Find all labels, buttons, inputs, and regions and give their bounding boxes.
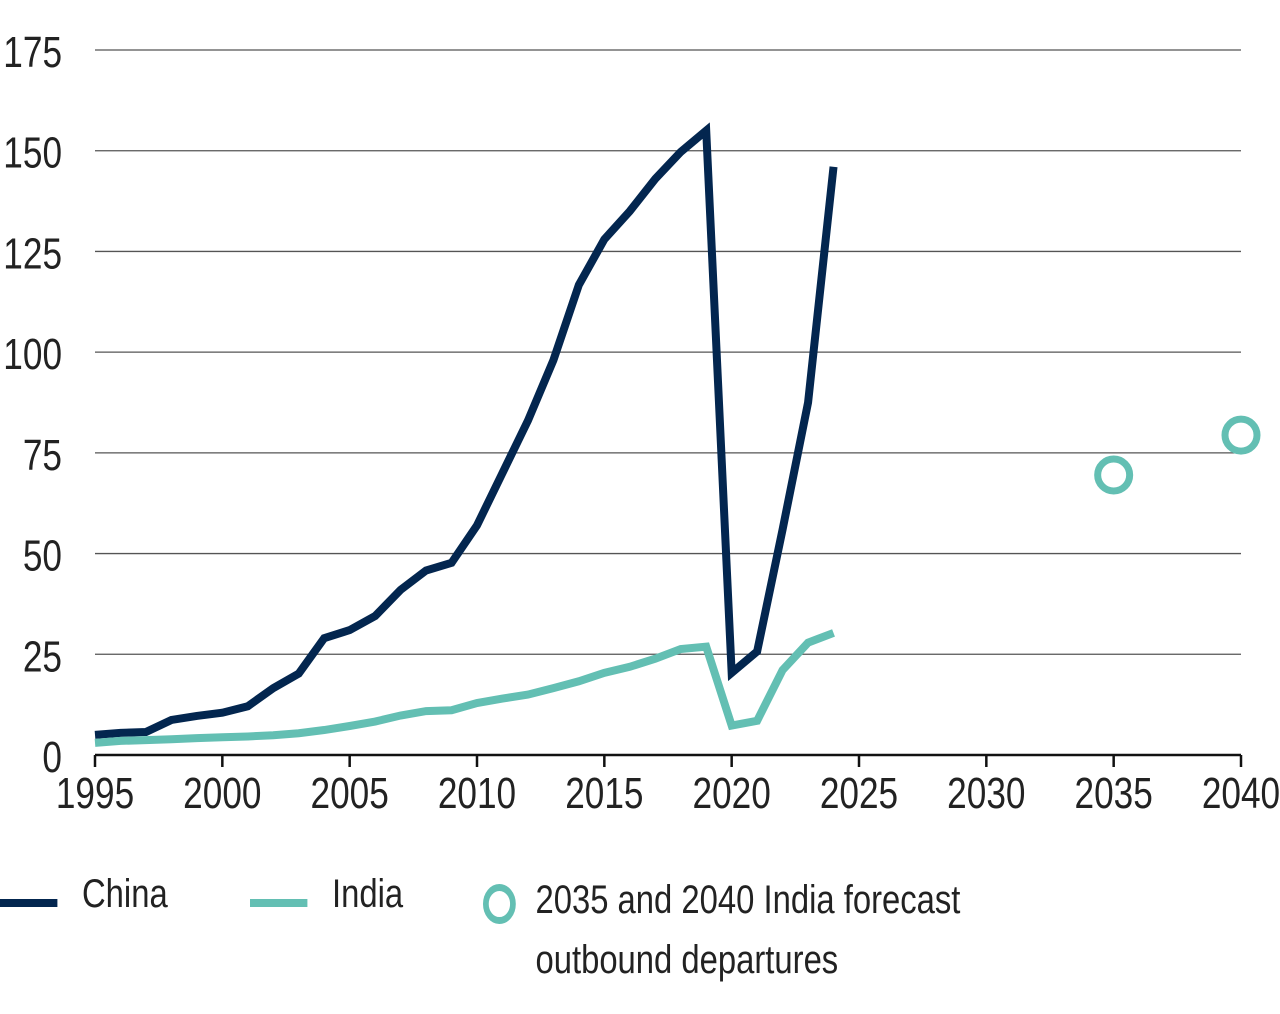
y-tick-label: 175 <box>3 28 62 77</box>
x-tick-label: 2000 <box>183 769 261 818</box>
forecast-point-2035 <box>1094 455 1134 495</box>
x-tick-label: 2040 <box>1202 769 1280 818</box>
legend-label-china: China <box>82 872 168 916</box>
y-tick-label: 25 <box>23 633 62 682</box>
series-lines <box>94 122 838 747</box>
x-tick-label: 2025 <box>820 769 898 818</box>
forecast-point-2040 <box>1221 415 1261 455</box>
legend-item-forecast: 2035 and 2040 India forecast outbound de… <box>483 872 960 990</box>
x-tick-label: 2005 <box>311 769 389 818</box>
x-tick-label: 2035 <box>1075 769 1153 818</box>
legend-item-china: China <box>0 872 168 917</box>
legend-label-india: India <box>332 872 404 916</box>
legend-item-india: India <box>250 872 403 917</box>
y-axis-ticks: 0 25 50 75 100 125 150 175 <box>3 28 62 782</box>
y-tick-label: 125 <box>3 230 62 279</box>
x-tick-label: 2015 <box>565 769 643 818</box>
legend-label-forecast-line2: outbound departures <box>535 938 839 982</box>
x-axis: 1995 2000 2005 2010 2015 2020 2025 2030 2035 2040 <box>56 753 1280 818</box>
series-line-india <box>94 629 835 747</box>
y-tick-label: 75 <box>23 431 62 480</box>
legend: China India 2035 and 2040 India forecast… <box>0 872 1280 1012</box>
china-swatch-icon <box>0 899 58 907</box>
x-tick-label: 2030 <box>947 769 1025 818</box>
x-tick-label: 2020 <box>693 769 771 818</box>
forecast-points <box>1094 415 1261 495</box>
india-swatch-icon <box>250 899 308 907</box>
y-tick-label: 50 <box>23 532 62 581</box>
legend-label-forecast-line1: 2035 and 2040 India forecast <box>535 878 961 922</box>
x-tick-label: 2010 <box>438 769 516 818</box>
x-tick-label: 1995 <box>56 769 134 818</box>
forecast-ring-icon <box>483 884 516 924</box>
y-tick-label: 150 <box>3 129 62 178</box>
y-tick-label: 100 <box>3 330 62 379</box>
series-line-china <box>94 122 838 739</box>
gridlines <box>95 49 1241 655</box>
line-chart: 0 25 50 75 100 125 150 175 1995 2000 2005 2010 2015… <box>3 28 1280 818</box>
y-tick-label: 0 <box>42 733 62 782</box>
